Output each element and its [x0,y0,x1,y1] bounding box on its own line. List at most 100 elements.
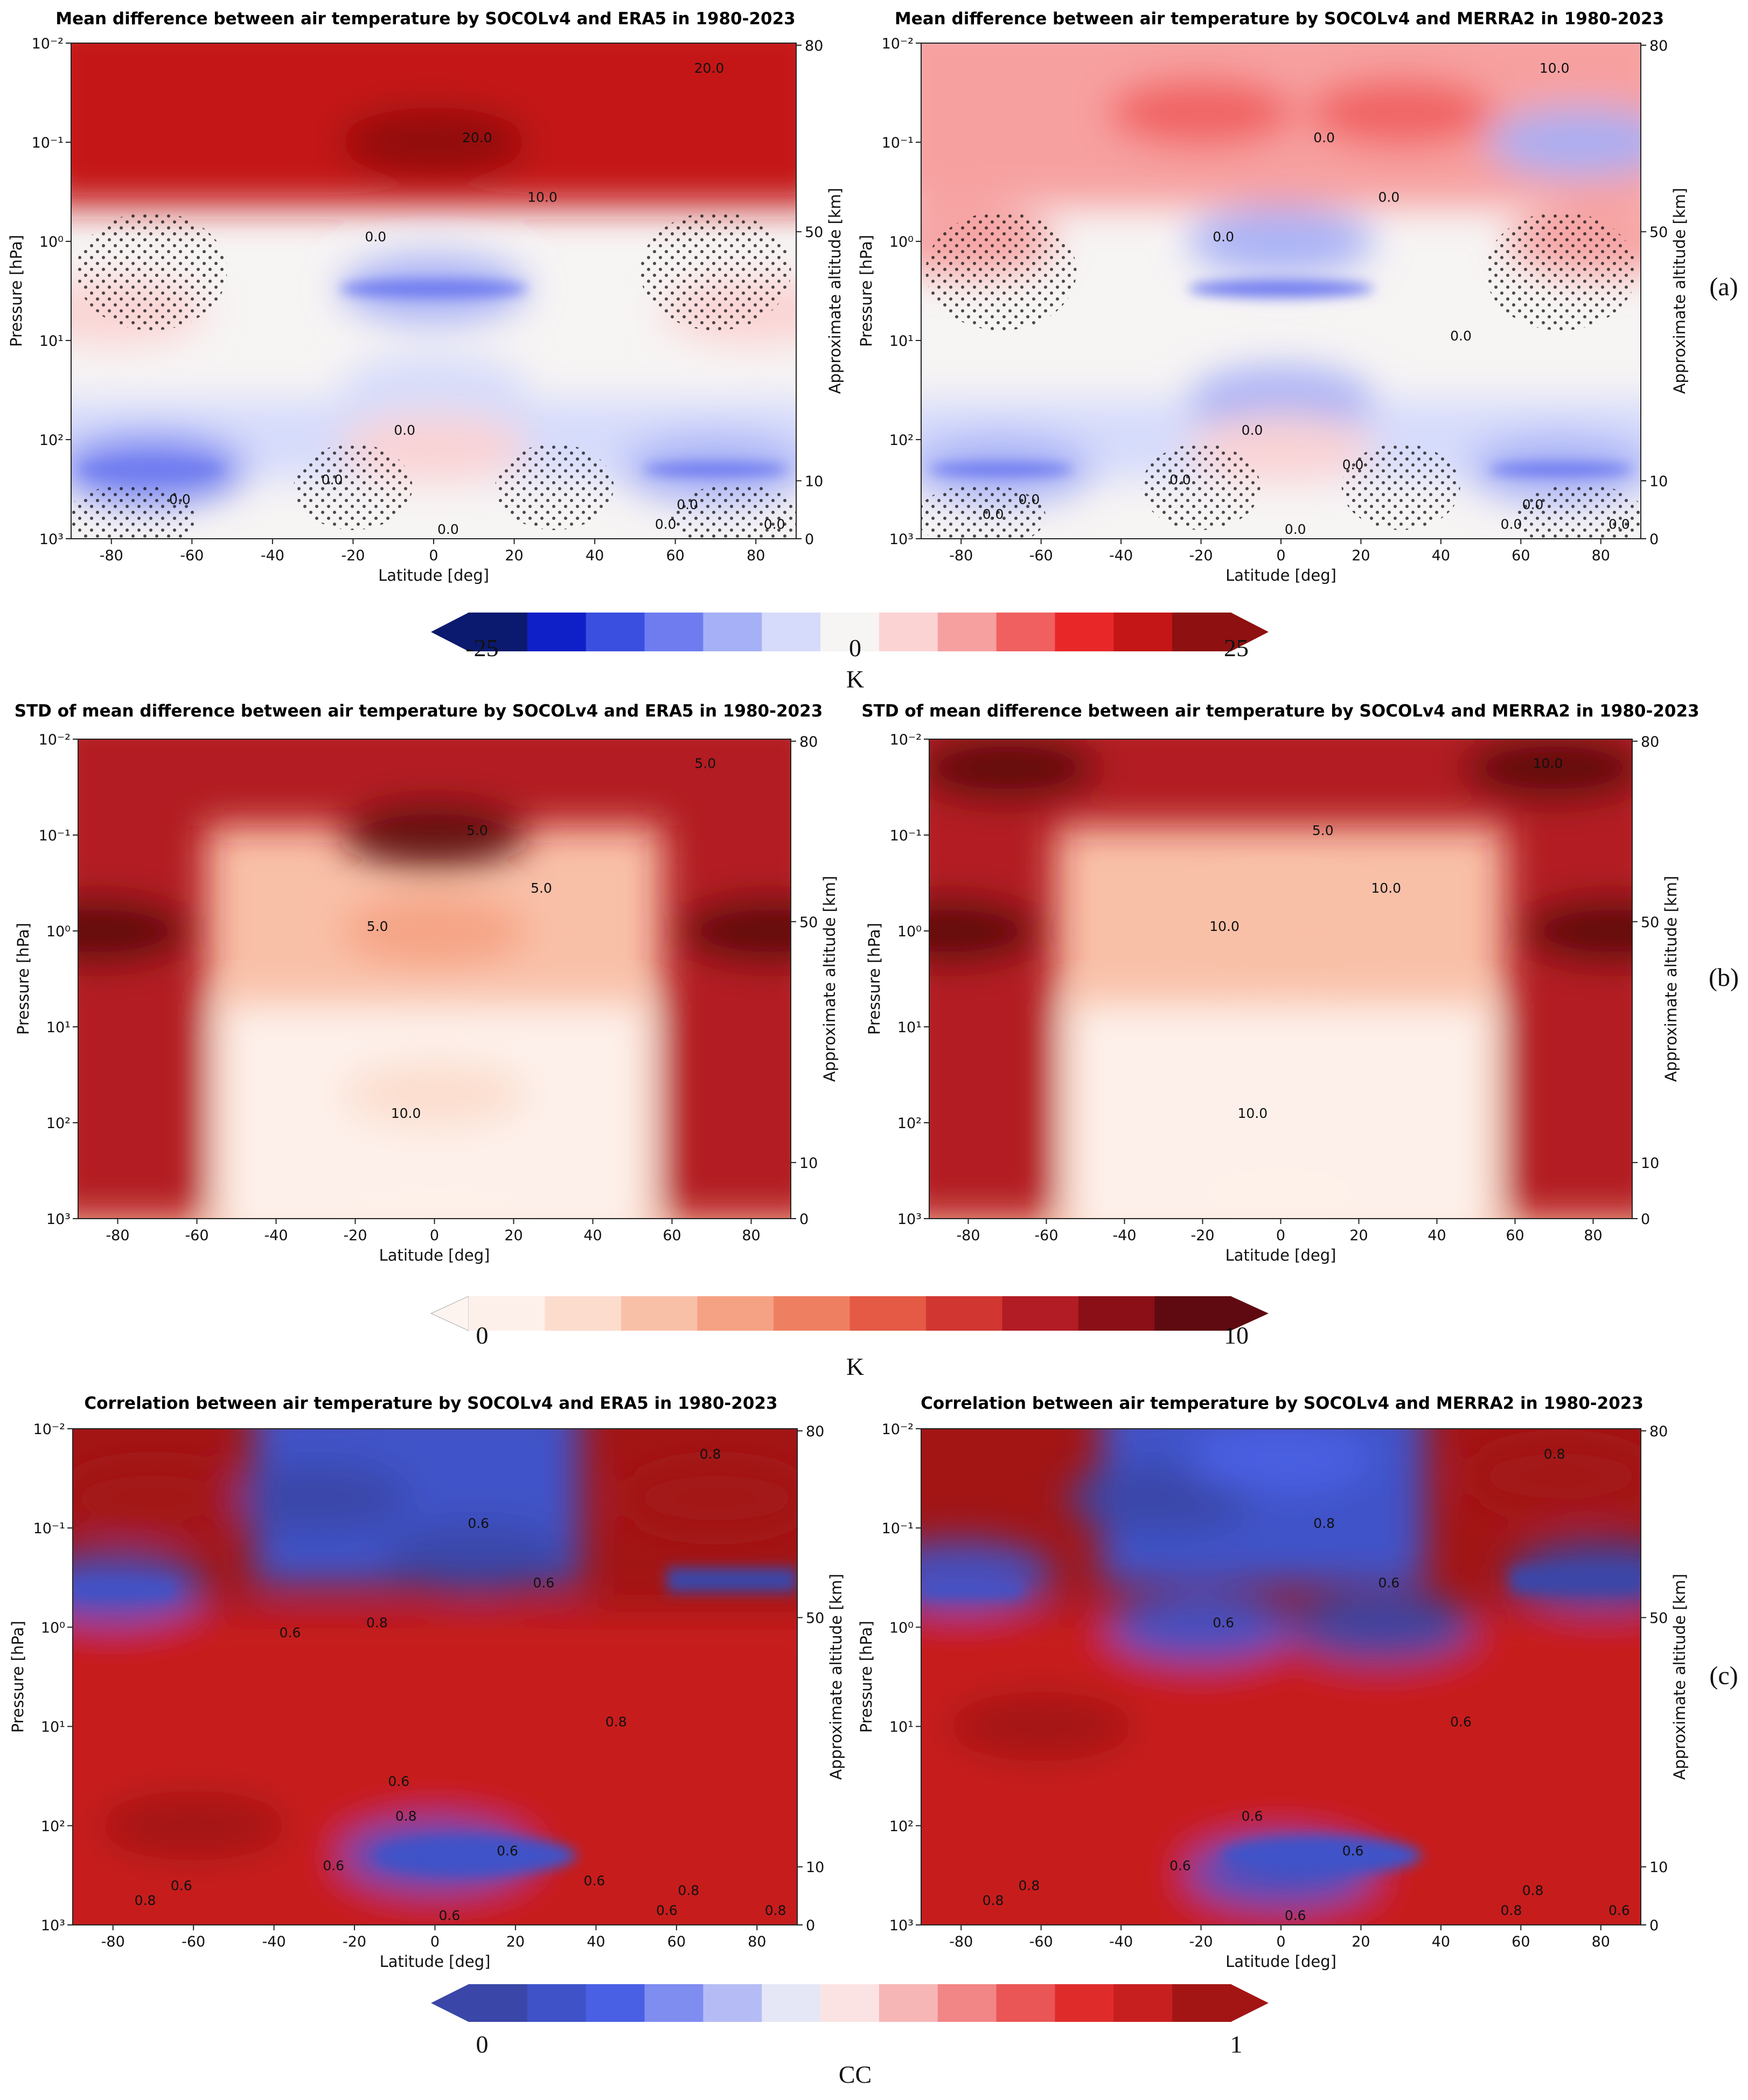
y-tick-label: 10⁰ [889,1619,914,1636]
colorbar-segment [1078,1296,1155,1331]
contour-label: 0.0 [1501,517,1522,532]
y2-tick-label: 0 [799,1211,809,1228]
contour-label: 0.0 [1342,457,1364,472]
y2-tick-label: 50 [1641,914,1659,931]
panel-title: Correlation between air temperature by S… [921,1394,1643,1413]
contour-label: 5.0 [466,823,488,838]
contour-label: 0.0 [394,422,415,438]
x-tick-label: 40 [587,1934,605,1950]
x-tick-label: 0 [430,1227,439,1244]
contour-label: 0.0 [764,517,785,532]
colorbar-segment [762,613,821,651]
y2-tick-label: 0 [806,1917,815,1934]
y-tick-label: 10⁻¹ [32,135,64,151]
x-tick-label: 40 [1432,547,1450,564]
x-tick-label: 80 [1584,1227,1602,1244]
stipple-region [921,484,1046,539]
y2-tick-label: 10 [805,473,823,490]
y-tick-label: 10¹ [897,1019,922,1036]
colorbar-segment [469,1984,528,2022]
contour-label: 0.6 [280,1625,301,1640]
contour-label: 0.6 [584,1873,605,1888]
contour-label: 0.6 [533,1575,554,1591]
contour-label: 0.8 [678,1883,699,1899]
colorbar-segment [621,1296,698,1331]
contour-label: 20.0 [694,60,725,76]
colorbar-segment [469,613,528,651]
colorbar-segment [774,1296,851,1331]
contour-label: 0.8 [135,1893,156,1908]
y-tick-label: 10⁻¹ [39,828,71,844]
contour-label: 20.0 [462,130,492,145]
field-blob [339,353,528,423]
contour-label: 0.6 [1242,1809,1263,1824]
y-tick-label: 10⁰ [889,234,914,251]
contour-label: 0.8 [1019,1878,1040,1894]
colorbar-max-label: 10 [1224,1322,1249,1349]
colorbar-max-arrow [1231,1984,1269,2022]
field-blob [1067,1463,1255,1533]
stipple-region [76,212,227,331]
x-tick-label: -20 [1190,1227,1214,1244]
contour-label: 5.0 [1312,823,1334,838]
field-blob [1467,1441,1641,1511]
y-tick-label: 10⁻¹ [882,135,914,151]
field-blob [342,801,527,869]
y2-tick-label: 50 [1649,1610,1668,1627]
y2-tick-label: 80 [1649,1423,1668,1440]
blue-streak [1511,1567,1641,1593]
plot-area: 0.80.80.60.60.60.60.80.60.80.8 0.60.80.60… [921,1429,1641,1925]
y-axis-label: Pressure [hPa] [857,1621,875,1733]
colorbar-segment [879,1984,938,2022]
y-tick-label: 10² [889,1818,914,1835]
colorbar-segment [1154,1296,1231,1331]
blue-streak [73,1582,175,1598]
colorbar-segment [586,1984,645,2022]
contour-label: 10.0 [1540,60,1570,76]
y-tick-label: 10⁻¹ [890,828,922,844]
x-tick-label: -80 [949,547,973,564]
colorbar-segment [697,1296,774,1331]
contour-label: 0.0 [1522,497,1544,512]
y-tick-label: 10² [41,1818,65,1835]
contour-label: 0.0 [169,492,191,507]
stipple-region [640,212,791,331]
y2-axis-label: Approximate altitude [km] [820,876,839,1082]
y2-tick-label: 0 [1649,1917,1659,1934]
contour-label: 0.8 [1313,1515,1335,1531]
colorbar-unit: CC [839,2061,872,2088]
y-tick-label: 10⁰ [41,1619,65,1636]
colorbar-max-label: 25 [1224,634,1249,662]
x-tick-label: -60 [1034,1227,1058,1244]
y-tick-label: 10⁻² [882,1421,914,1438]
y-tick-label: 10⁻² [882,36,914,52]
contour-label: 0.0 [1608,517,1630,532]
x-tick-label: -40 [264,1227,288,1244]
contour-label: 0.6 [1213,1615,1234,1630]
panel-title: Correlation between air temperature by S… [84,1394,777,1413]
field-blob [342,1060,527,1128]
field-blob [929,897,1040,965]
colorbar-segment [937,613,997,651]
x-tick-label: 40 [1427,1227,1446,1244]
colorbar-unit: K [846,665,864,693]
x-axis-label: Latitude [deg] [380,1952,491,1971]
colorbar-segment [937,1984,997,2022]
colorbar-min-label: 0 [476,1322,489,1349]
contour-label: 0.0 [322,472,343,488]
field-blob [622,1463,797,1533]
colorbar-segment [469,1296,546,1331]
contour-label: 0.6 [468,1515,489,1531]
contour-label: 0.6 [1285,1908,1306,1923]
contour-label: 0.0 [437,521,459,537]
contour-label: 0.8 [983,1893,1004,1908]
field-blob [1287,1592,1475,1662]
y2-tick-label: 80 [806,1423,824,1440]
contour-label: 0.6 [1169,1858,1191,1874]
y-tick-label: 10¹ [41,1719,65,1736]
field-blob [340,1692,530,1762]
colorbar-segment [926,1296,1003,1331]
colorbar-segment [703,613,763,651]
contour-label: 5.0 [531,880,552,896]
